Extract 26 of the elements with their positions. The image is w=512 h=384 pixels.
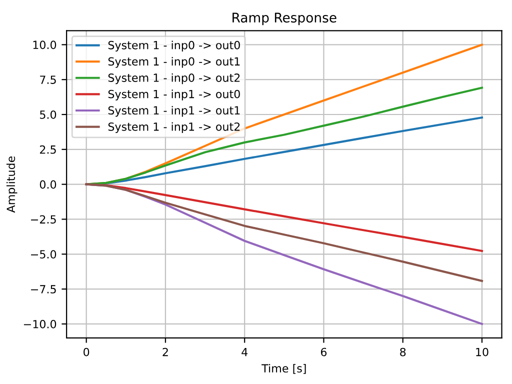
- x-tick-label: 0: [84, 348, 90, 356]
- x-tick-label: 6: [320, 348, 327, 356]
- legend-label: System 1 - inp0 -> out2: [108, 73, 240, 84]
- y-tick-label: −2.5: [31, 215, 56, 224]
- y-tick-label: −5.0: [31, 250, 56, 259]
- y-tick-label: 5.0: [40, 110, 56, 119]
- x-tick-label: 4: [242, 348, 248, 356]
- line-series: [85, 86, 484, 186]
- legend-label: System 1 - inp1 -> out1: [108, 106, 240, 117]
- y-tick-label: 2.5: [40, 145, 56, 154]
- y-tick-label: 7.5: [40, 76, 56, 84]
- y-tick-label: −7.5: [31, 285, 56, 294]
- x-tick-label: 10: [476, 348, 488, 356]
- line-series: [85, 183, 484, 282]
- x-axis-title: Time [s]: [262, 364, 306, 374]
- y-tick-label: 10.0: [33, 40, 56, 50]
- legend-label: System 1 - inp0 -> out1: [108, 57, 240, 68]
- legend-label: System 1 - inp1 -> out2: [108, 122, 240, 134]
- y-axis-title: Amplitude: [6, 156, 18, 213]
- legend-label: System 1 - inp1 -> out0: [108, 90, 240, 100]
- x-tick-label: 8: [400, 348, 406, 356]
- y-tick-label: −10.0: [24, 320, 56, 328]
- legend-label: System 1 - inp0 -> out0: [108, 40, 240, 52]
- y-tick-label: 0.0: [40, 180, 56, 189]
- chart-title: Ramp Response: [232, 12, 336, 26]
- x-tick-label: 2: [162, 348, 168, 356]
